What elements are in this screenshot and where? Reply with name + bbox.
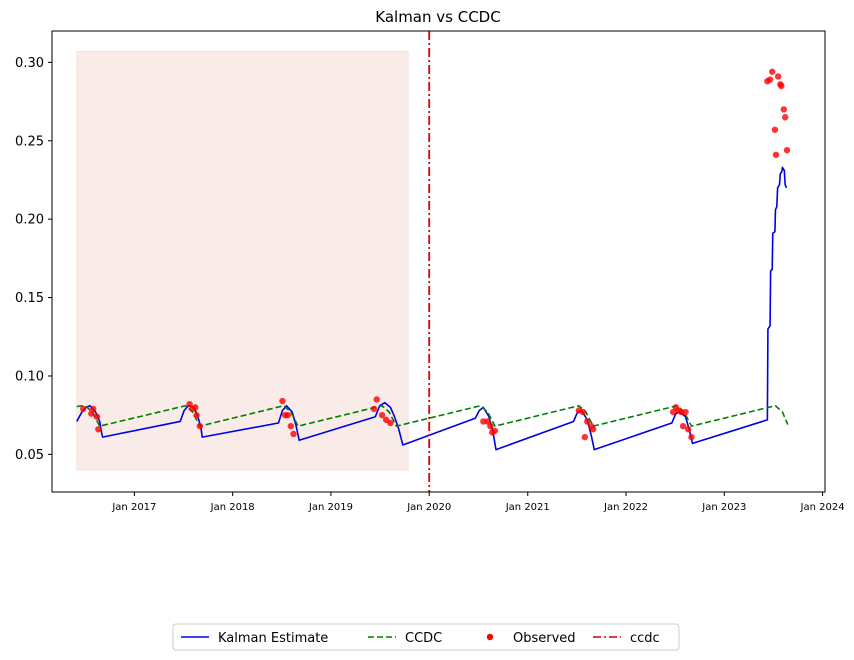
observed-point — [682, 408, 689, 416]
x-tick-label: Jan 2023 — [701, 502, 746, 513]
observed-point — [688, 433, 695, 441]
observed-point — [780, 106, 788, 113]
x-tick-label: Jan 2024 — [800, 502, 845, 513]
legend-label: ccdc — [630, 631, 660, 646]
observed-point — [781, 114, 789, 121]
legend-marker-observed — [486, 633, 494, 641]
y-tick-label: 0.25 — [15, 134, 44, 149]
shaded-region — [76, 50, 409, 471]
observed-point — [766, 76, 774, 83]
observed-point — [290, 430, 297, 438]
observed-point — [196, 422, 204, 430]
observed-point — [192, 404, 199, 411]
observed-point — [774, 73, 782, 80]
axes-frame-group — [51, 30, 826, 493]
observed-point — [80, 405, 87, 413]
legend: Kalman Estimate CCDC Observed ccdc — [172, 623, 680, 651]
chart-title: Kalman vs CCDC — [375, 8, 500, 26]
observed-point — [193, 411, 200, 419]
observed-point — [279, 397, 286, 405]
axes-frame — [51, 30, 826, 493]
y-tick-label: 0.20 — [15, 213, 44, 228]
observed-point — [783, 146, 791, 154]
x-tick-label: Jan 2019 — [308, 502, 353, 513]
observed-point — [579, 408, 587, 416]
x-tick-label: Jan 2017 — [111, 502, 156, 513]
x-tick-label: Jan 2018 — [210, 502, 255, 513]
observed-point — [287, 422, 295, 430]
observed-point — [679, 422, 687, 430]
observed-point — [186, 400, 193, 408]
legend-box — [172, 623, 680, 651]
observed-point — [589, 426, 597, 433]
observed-point — [93, 413, 101, 420]
observed-point — [89, 405, 97, 413]
x-tick-label: Jan 2021 — [505, 502, 550, 513]
observed-point — [484, 418, 491, 425]
observed-point — [491, 427, 499, 435]
observed-point — [387, 419, 394, 427]
legend-label: Kalman Estimate — [218, 631, 328, 646]
observed-point — [378, 411, 386, 419]
observed-point — [584, 418, 591, 425]
y-axis-ticks: 0.05 0.10 0.15 0.20 0.25 0.30 — [15, 56, 52, 463]
observed-point — [778, 82, 785, 90]
y-tick-label: 0.10 — [15, 369, 44, 384]
observed-point — [769, 68, 776, 75]
observed-point — [284, 411, 292, 419]
y-tick-label: 0.15 — [15, 291, 44, 306]
y-tick-label: 0.30 — [15, 56, 44, 71]
observed-point — [95, 426, 102, 433]
shaded-region-group — [76, 50, 409, 471]
x-tick-label: Jan 2020 — [406, 502, 451, 513]
observed-point — [771, 126, 779, 133]
x-axis-ticks: Jan 2017 Jan 2018 Jan 2019 Jan 2020 Jan 2021… — [111, 492, 845, 513]
legend-label: CCDC — [405, 631, 442, 646]
legend-label: Observed — [513, 631, 576, 646]
x-tick-label: Jan 2022 — [603, 502, 648, 513]
y-tick-label: 0.05 — [15, 448, 44, 463]
observed-point — [370, 405, 378, 413]
observed-point — [373, 396, 380, 403]
observed-point — [581, 433, 589, 441]
observed-point — [487, 422, 494, 430]
observed-points-group — [80, 68, 791, 441]
observed-point — [685, 426, 692, 433]
observed-point — [669, 408, 677, 416]
observed-point — [772, 151, 780, 159]
